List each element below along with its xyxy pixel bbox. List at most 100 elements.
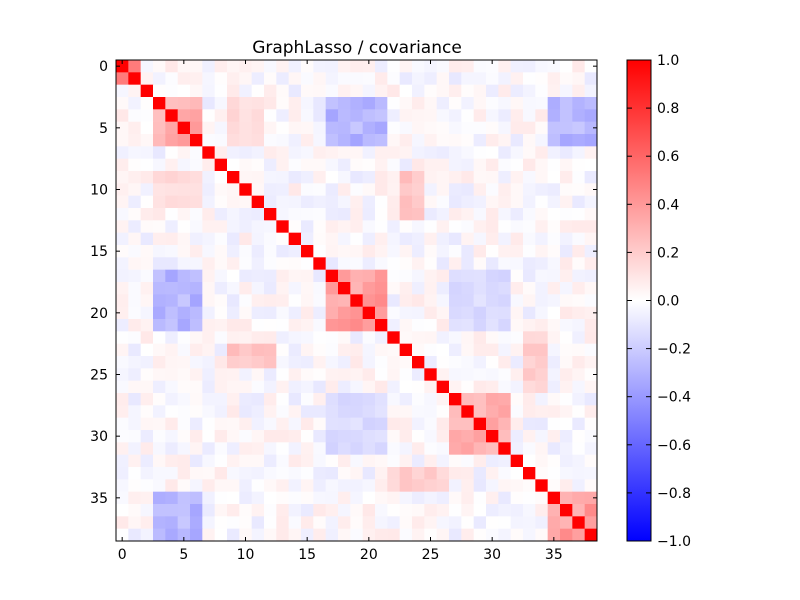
heatmap-cell	[547, 454, 561, 468]
heatmap-cell	[510, 319, 524, 332]
heatmap-cell	[473, 282, 487, 295]
heatmap-cell	[387, 430, 401, 443]
heatmap-cell	[362, 282, 376, 295]
heatmap-cell	[214, 380, 228, 394]
heatmap-cell	[436, 121, 450, 135]
heatmap-cell	[116, 158, 129, 172]
heatmap-cell	[239, 454, 253, 468]
heatmap-cell	[387, 146, 401, 160]
heatmap-cell	[424, 528, 438, 542]
heatmap-cell	[560, 479, 573, 493]
heatmap-cell	[498, 356, 512, 369]
heatmap-cell	[140, 430, 154, 443]
heatmap-cell	[140, 208, 154, 221]
heatmap-cell	[313, 269, 327, 283]
heatmap-cell	[560, 454, 573, 468]
heatmap-cell	[424, 195, 438, 209]
heatmap-cell	[177, 208, 191, 221]
heatmap-cell	[412, 356, 425, 369]
heatmap-cell	[362, 146, 376, 160]
heatmap-cell	[214, 343, 228, 357]
heatmap-cell	[473, 442, 487, 456]
heatmap-cell	[547, 60, 561, 73]
heatmap-cell	[523, 306, 536, 320]
heatmap-cell	[325, 479, 339, 493]
heatmap-cell	[498, 72, 512, 86]
heatmap-cell	[239, 146, 253, 160]
heatmap-cell	[387, 331, 401, 345]
heatmap-cell	[325, 393, 339, 406]
heatmap-cell	[276, 269, 290, 283]
heatmap-cell	[338, 109, 351, 123]
heatmap-cell	[473, 208, 487, 221]
heatmap-cell	[350, 516, 364, 530]
heatmap-cell	[498, 220, 512, 234]
heatmap-cell	[214, 109, 228, 123]
heatmap-cell	[313, 479, 327, 493]
heatmap-cell	[412, 504, 425, 517]
heatmap-cell	[387, 109, 401, 123]
heatmap-cell	[473, 171, 487, 184]
heatmap-cell	[473, 491, 487, 505]
heatmap-cell	[449, 442, 462, 456]
heatmap-cell	[227, 60, 240, 73]
heatmap-cell	[375, 171, 388, 184]
heatmap-cell	[190, 158, 203, 172]
heatmap-cell	[239, 269, 253, 283]
heatmap-cell	[165, 183, 179, 197]
heatmap-cell	[486, 479, 499, 493]
heatmap-cell	[473, 97, 487, 110]
heatmap-cell	[362, 319, 376, 332]
heatmap-cell	[399, 306, 413, 320]
heatmap-cell	[165, 467, 179, 480]
heatmap-cell	[177, 479, 191, 493]
heatmap-cell	[461, 183, 475, 197]
heatmap-cell	[473, 479, 487, 493]
heatmap-cell	[523, 380, 536, 394]
heatmap-cell	[473, 430, 487, 443]
heatmap-cell	[510, 331, 524, 345]
heatmap-cell	[202, 171, 216, 184]
heatmap-cell	[412, 220, 425, 234]
heatmap-cell	[288, 134, 302, 147]
heatmap-cell	[535, 331, 549, 345]
heatmap-cell	[128, 109, 142, 123]
heatmap-cell	[313, 491, 327, 505]
heatmap-cell	[523, 109, 536, 123]
heatmap-cell	[251, 368, 265, 382]
heatmap-cell	[523, 479, 536, 493]
x-tick-label: 15	[298, 547, 316, 563]
heatmap-cell	[486, 220, 499, 234]
heatmap-cell	[473, 245, 487, 258]
colorbar-tick-label: 1.0	[657, 53, 679, 69]
heatmap-cell	[128, 171, 142, 184]
heatmap-cell	[436, 442, 450, 456]
heatmap-cell	[560, 183, 573, 197]
heatmap-cell	[535, 134, 549, 147]
heatmap-cell	[264, 158, 277, 172]
heatmap-cell	[140, 282, 154, 295]
heatmap-cell	[412, 430, 425, 443]
heatmap-cell	[498, 294, 512, 308]
heatmap-cell	[535, 491, 549, 505]
heatmap-cell	[449, 306, 462, 320]
heatmap-cell	[288, 528, 302, 542]
heatmap-cell	[116, 72, 129, 86]
heatmap-cell	[301, 183, 314, 197]
heatmap-cell	[535, 368, 549, 382]
heatmap-cell	[560, 109, 573, 123]
heatmap-cell	[412, 454, 425, 468]
heatmap-cell	[313, 504, 327, 517]
heatmap-cell	[547, 319, 561, 332]
heatmap-cell	[276, 109, 290, 123]
x-axis: 0 5 10 15 20 25 30 35	[118, 60, 563, 563]
heatmap-cell	[473, 306, 487, 320]
heatmap-cell	[190, 208, 203, 221]
heatmap-cell	[227, 380, 240, 394]
heatmap-cell	[572, 294, 586, 308]
heatmap-cell	[276, 97, 290, 110]
heatmap-cell	[128, 467, 142, 480]
heatmap-cell	[449, 417, 462, 431]
heatmap-cell	[362, 60, 376, 73]
heatmap-cell	[412, 393, 425, 406]
